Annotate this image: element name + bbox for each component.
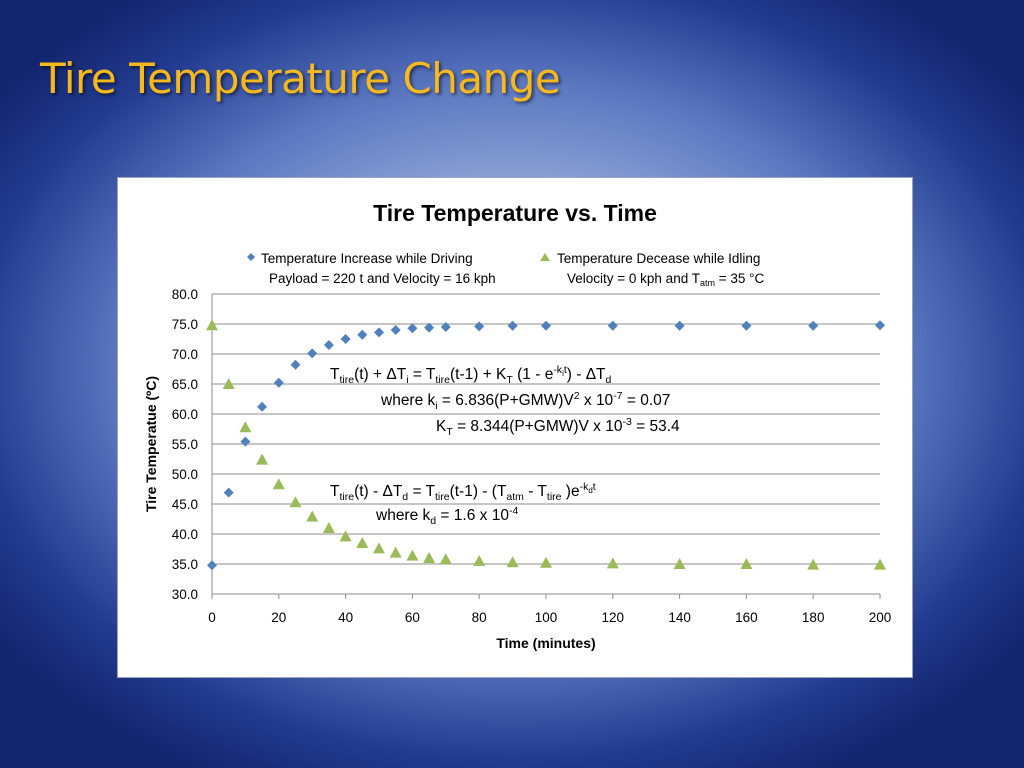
legend-marker-idling (540, 253, 550, 261)
data-point-driving (424, 322, 435, 333)
y-tick-label: 35.0 (172, 557, 198, 572)
data-point-idling (206, 319, 218, 331)
data-point-idling (272, 478, 285, 490)
x-tick-label: 20 (271, 610, 286, 625)
data-point-idling (540, 556, 552, 568)
data-point-driving (357, 329, 368, 340)
data-point-idling (356, 537, 369, 548)
data-point-idling (306, 510, 319, 522)
legend-subtitle-idling: Velocity = 0 kph and Tatm = 35 °C (567, 271, 765, 288)
x-tick-labels: 0 20 40 60 80 100 120 140 160 180 200 (208, 610, 891, 625)
x-tick-label: 60 (405, 610, 420, 625)
data-point-idling (373, 542, 385, 554)
y-tick-labels: 30.0 35.0 40.0 45.0 50.0 55.0 60.0 65.0 70.0 75.0… (172, 287, 198, 602)
data-point-driving (223, 487, 234, 498)
y-axis-label: Tire Temperatue (ºC) (143, 376, 159, 512)
data-point-idling (874, 558, 886, 570)
data-point-idling (322, 522, 335, 533)
data-point-idling (473, 555, 486, 566)
data-point-idling (740, 558, 753, 569)
data-point-driving (541, 320, 551, 331)
y-tick-label: 40.0 (172, 527, 198, 542)
y-tick-label: 30.0 (172, 587, 198, 602)
data-point-driving (440, 322, 451, 332)
equation-heating: Ttire(t) + ΔTi = Ttire(t-1) + KT (1 - e-… (330, 364, 680, 438)
data-point-driving (340, 334, 351, 344)
data-point-driving (374, 327, 384, 338)
data-point-driving (207, 560, 217, 571)
data-point-idling (256, 453, 269, 465)
data-point-driving (407, 323, 418, 334)
legend: Temperature Increase while Driving Paylo… (247, 251, 765, 288)
data-point-driving (875, 320, 885, 331)
x-tick-label: 120 (602, 610, 625, 625)
slide-title: Tire Temperature Change (40, 54, 561, 103)
data-point-driving (808, 320, 819, 331)
data-point-idling (673, 558, 686, 569)
series-driving (207, 320, 885, 571)
equation-heating-line3: KT = 8.344(P+GMW)V x 10-3 = 53.4 (436, 416, 680, 438)
data-point-driving (474, 321, 485, 332)
y-tick-label: 70.0 (172, 347, 198, 362)
data-point-idling (807, 558, 820, 570)
data-point-driving (323, 340, 334, 350)
x-tick-label: 0 (208, 610, 216, 625)
equation-cooling-line2: where kd = 1.6 x 10-4 (375, 505, 518, 527)
data-point-idling (406, 549, 419, 561)
equation-heating-line1: Ttire(t) + ΔTi = Ttire(t-1) + KT (1 - e-… (330, 364, 612, 386)
data-point-idling (389, 546, 402, 558)
y-tick-label: 65.0 (172, 377, 198, 392)
x-tick-label: 140 (668, 610, 691, 625)
chart-frame: Tire Temperature vs. Time Temperature In… (117, 177, 913, 678)
x-tick-label: 180 (802, 610, 825, 625)
data-point-idling (423, 552, 436, 563)
data-point-driving (741, 320, 752, 331)
legend-label-idling: Temperature Decease while Idling (557, 251, 760, 266)
y-tick-label: 75.0 (172, 317, 198, 332)
data-point-driving (240, 436, 251, 447)
data-point-idling (606, 557, 619, 569)
equation-heating-line2: where ki = 6.836(P+GMW)V2 x 10-7 = 0.07 (380, 390, 670, 412)
data-point-driving (273, 377, 284, 388)
legend-subtitle-driving: Payload = 220 t and Velocity = 16 kph (269, 271, 496, 286)
y-tick-label: 80.0 (172, 287, 198, 302)
chart-title: Tire Temperature vs. Time (373, 200, 657, 226)
data-point-driving (607, 320, 618, 331)
data-point-idling (289, 496, 302, 508)
data-point-idling (439, 553, 452, 565)
data-point-idling (339, 530, 352, 542)
equation-cooling: Ttire(t) - ΔTd = Ttire(t-1) - (Tatm - Tt… (330, 481, 596, 527)
y-tick-label: 55.0 (172, 437, 198, 452)
x-tick-label: 40 (338, 610, 353, 625)
data-point-idling (239, 421, 252, 433)
tire-temperature-chart: Tire Temperature vs. Time Temperature In… (143, 200, 891, 651)
data-point-idling (506, 556, 519, 568)
x-tick-label: 100 (535, 610, 558, 625)
data-point-driving (307, 348, 318, 359)
y-tick-label: 50.0 (172, 467, 198, 482)
grid-lines (211, 293, 881, 599)
series-idling (206, 319, 886, 570)
data-point-driving (507, 320, 518, 331)
y-tick-label: 60.0 (172, 407, 198, 422)
equation-cooling-line1: Ttire(t) - ΔTd = Ttire(t-1) - (Tatm - Tt… (330, 481, 596, 503)
y-tick-label: 45.0 (172, 497, 198, 512)
x-axis-label: Time (minutes) (496, 635, 595, 651)
x-tick-label: 200 (869, 610, 892, 625)
x-tick-label: 160 (735, 610, 758, 625)
legend-marker-driving (247, 253, 255, 261)
data-point-idling (222, 378, 235, 389)
data-point-driving (290, 359, 301, 370)
data-point-driving (257, 401, 268, 412)
data-point-driving (674, 320, 685, 331)
x-tick-label: 80 (472, 610, 487, 625)
data-point-driving (390, 325, 401, 335)
legend-label-driving: Temperature Increase while Driving (261, 251, 473, 266)
